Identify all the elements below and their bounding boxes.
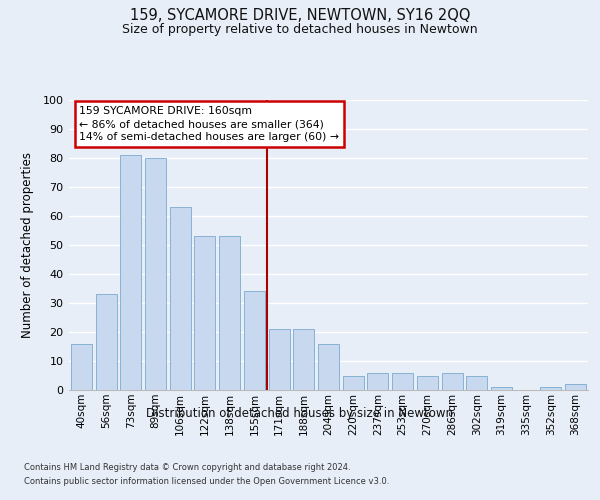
Bar [170,208,191,390]
Bar [367,372,388,390]
Bar [392,372,413,390]
Text: 159 SYCAMORE DRIVE: 160sqm
← 86% of detached houses are smaller (364)
14% of sem: 159 SYCAMORE DRIVE: 160sqm ← 86% of deta… [79,106,340,142]
Bar [343,376,364,390]
Bar [565,384,586,390]
Text: Contains HM Land Registry data © Crown copyright and database right 2024.: Contains HM Land Registry data © Crown c… [24,464,350,472]
Y-axis label: Number of detached properties: Number of detached properties [21,152,34,338]
Bar [219,236,240,390]
Text: Contains public sector information licensed under the Open Government Licence v3: Contains public sector information licen… [24,477,389,486]
Bar [244,292,265,390]
Bar [318,344,339,390]
Bar [541,387,562,390]
Bar [417,376,438,390]
Bar [293,329,314,390]
Bar [466,376,487,390]
Bar [194,236,215,390]
Bar [120,155,141,390]
Text: Distribution of detached houses by size in Newtown: Distribution of detached houses by size … [146,408,454,420]
Bar [491,387,512,390]
Bar [269,329,290,390]
Text: 159, SYCAMORE DRIVE, NEWTOWN, SY16 2QQ: 159, SYCAMORE DRIVE, NEWTOWN, SY16 2QQ [130,8,470,22]
Bar [442,372,463,390]
Bar [145,158,166,390]
Bar [95,294,116,390]
Text: Size of property relative to detached houses in Newtown: Size of property relative to detached ho… [122,22,478,36]
Bar [71,344,92,390]
